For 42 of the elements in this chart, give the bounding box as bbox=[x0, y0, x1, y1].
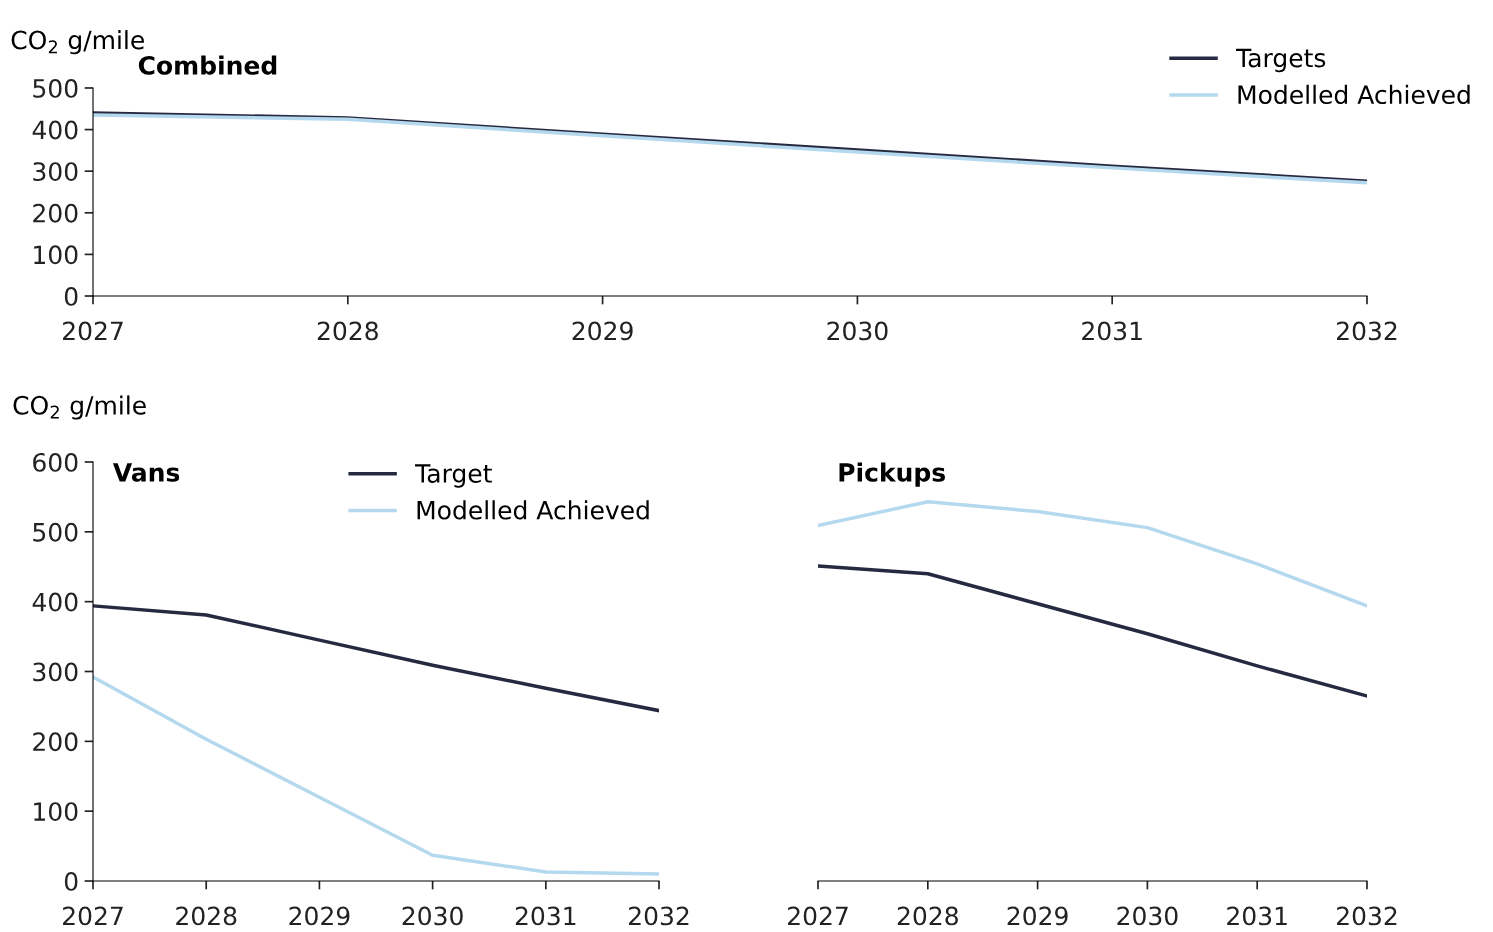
x-tick-label: 2032 bbox=[1337, 906, 1397, 926]
y-tick-label: 0 bbox=[64, 871, 78, 891]
x-tick-label: 2029 bbox=[1007, 906, 1068, 926]
chart-title: Pickups bbox=[839, 462, 945, 487]
y-axis-title: CO$_{2}$ g/mile bbox=[13, 395, 146, 420]
x-tick-label: 2030 bbox=[827, 321, 888, 341]
legend-label: Targets bbox=[1235, 48, 1326, 73]
legend-label: Modelled Achieved bbox=[417, 500, 649, 520]
y-tick-label: 100 bbox=[34, 245, 78, 265]
y-tick-label: 200 bbox=[33, 203, 78, 223]
x-tick-label: 2029 bbox=[572, 321, 633, 341]
line-series bbox=[93, 675, 660, 876]
y-tick-label: 500 bbox=[33, 522, 78, 542]
x-tick-label: 2032 bbox=[1337, 321, 1397, 341]
x-tick-label: 2027 bbox=[63, 906, 123, 926]
x-tick-label: 2027 bbox=[63, 321, 123, 341]
chart-title: Vans bbox=[112, 463, 180, 482]
line-series bbox=[93, 604, 660, 713]
y-tick-label: 400 bbox=[32, 120, 78, 140]
x-tick-label: 2029 bbox=[289, 906, 350, 926]
y-tick-label: 0 bbox=[64, 286, 78, 306]
legend-label: Target bbox=[415, 464, 492, 488]
x-tick-label: 2031 bbox=[1082, 321, 1142, 341]
legend-label: Modelled Achieved bbox=[1238, 84, 1470, 105]
y-tick-label: 100 bbox=[34, 802, 78, 822]
x-tick-label: 2030 bbox=[402, 906, 463, 926]
x-tick-label: 2027 bbox=[788, 906, 848, 926]
chart-title: Combined bbox=[138, 55, 277, 75]
y-axis-title: CO$_{2}$ g/mile bbox=[11, 30, 144, 55]
x-tick-label: 2031 bbox=[515, 906, 576, 926]
y-tick-label: 600 bbox=[33, 452, 78, 472]
x-tick-label: 2030 bbox=[1117, 906, 1178, 926]
y-tick-label: 200 bbox=[33, 732, 78, 752]
x-tick-label: 2032 bbox=[629, 906, 689, 926]
x-tick-label: 2028 bbox=[176, 906, 237, 926]
y-tick-label: 400 bbox=[32, 592, 78, 612]
y-tick-label: 500 bbox=[33, 78, 78, 98]
x-tick-label: 2028 bbox=[317, 321, 378, 341]
y-tick-label: 300 bbox=[33, 162, 78, 182]
y-tick-label: 300 bbox=[33, 662, 78, 682]
x-tick-label: 2028 bbox=[897, 906, 958, 926]
x-tick-label: 2031 bbox=[1227, 906, 1287, 926]
